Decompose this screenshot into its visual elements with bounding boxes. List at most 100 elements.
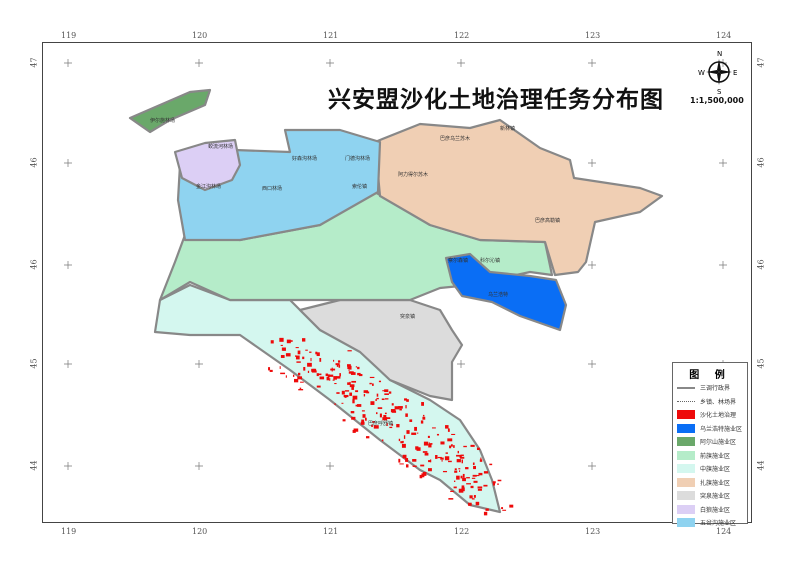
legend-label: 白狼施业区 [700, 506, 731, 514]
legend-label: 扎旗施业区 [700, 479, 731, 487]
desertification-patch [363, 390, 369, 393]
desertification-patch [472, 474, 477, 477]
desertification-patch [269, 369, 273, 372]
desertification-patch [412, 459, 417, 462]
desertification-patch [445, 452, 448, 454]
desertification-patch [310, 357, 312, 362]
desertification-patch [370, 401, 375, 405]
desertification-patch [489, 463, 493, 466]
region-bailang [173, 138, 242, 192]
place-label: 门德沟林场 [345, 155, 370, 162]
desertification-patch [361, 410, 365, 412]
desertification-patch [416, 447, 421, 451]
desertification-patch [405, 413, 408, 417]
desertification-patch [461, 485, 465, 489]
graticule-cross [326, 59, 334, 67]
place-label: 蛟流河林场 [208, 143, 233, 150]
desertification-patch [348, 369, 350, 371]
desertification-patch [431, 427, 436, 429]
desertification-patch [302, 356, 305, 360]
desertification-patch [384, 393, 389, 395]
desertification-patch [349, 381, 351, 385]
legend-swatch [677, 423, 695, 433]
desertification-patch [400, 441, 404, 444]
place-label: 巴彦乌兰苏木 [440, 135, 470, 142]
desertification-patch [375, 399, 377, 402]
desertification-patch [475, 501, 480, 506]
desertification-patch [497, 483, 499, 486]
desertification-patch [396, 424, 400, 428]
desertification-patch [473, 480, 478, 483]
desertification-patch [485, 508, 489, 511]
desertification-patch [376, 393, 379, 397]
desertification-patch [450, 444, 453, 447]
desertification-patch [447, 438, 453, 442]
desertification-patch [349, 365, 352, 370]
desertification-patch [422, 471, 427, 476]
graticule-cross [588, 59, 596, 67]
desertification-patch [427, 435, 430, 438]
desertification-patch [295, 347, 299, 349]
desertification-patch [382, 390, 388, 392]
desertification-patch [435, 455, 438, 459]
desertification-patch [344, 390, 350, 392]
desertification-patch [456, 475, 460, 480]
desertification-patch [334, 403, 336, 405]
desertification-patch [307, 370, 310, 373]
graticule-cross [195, 360, 203, 368]
legend-label: 沙化土地治理 [700, 412, 737, 420]
desertification-patch [336, 376, 341, 379]
place-label: 新林镇 [500, 125, 515, 132]
desertification-patch [427, 468, 432, 472]
desertification-patch [351, 416, 356, 420]
desertification-patch [403, 435, 406, 439]
compass-west: W [698, 69, 705, 77]
desertification-patch [349, 384, 355, 388]
place-label: 好森沟林场 [292, 155, 317, 162]
desertification-patch [444, 456, 450, 461]
desertification-patch [281, 347, 286, 351]
desertification-patch [441, 460, 443, 462]
desertification-patch [349, 392, 353, 396]
desertification-patch [477, 486, 483, 489]
desertification-patch [406, 399, 409, 402]
legend-label: 三调行政界 [700, 385, 731, 393]
desertification-patch [280, 372, 286, 375]
desertification-patch [405, 464, 409, 468]
desertification-patch [453, 486, 457, 489]
desertification-patch [398, 406, 403, 409]
place-label: 西口林场 [262, 185, 282, 192]
compass-north: N [717, 50, 722, 58]
desertification-patch [333, 359, 335, 362]
desertification-patch [483, 471, 489, 474]
desertification-patch [316, 373, 319, 377]
graticule-cross [457, 360, 465, 368]
place-label: 科尔沁镇 [480, 257, 500, 264]
desertification-patch [365, 436, 370, 439]
place-label: 乌兰浩特 [488, 291, 508, 298]
desertification-patch [373, 425, 379, 429]
legend-item: 前旗施业区 [677, 449, 747, 463]
lon-tick: 121 [323, 31, 339, 40]
desertification-patch [478, 472, 483, 476]
desertification-patch [461, 459, 463, 464]
desertification-patch [447, 428, 450, 432]
desertification-patch [378, 380, 382, 383]
legend-label: 阿尔山施业区 [700, 439, 737, 447]
desertification-patch [477, 488, 482, 491]
legend-swatch [677, 477, 695, 487]
desertification-patch [404, 398, 408, 401]
desertification-patch [406, 430, 410, 434]
desertification-patch [428, 442, 430, 446]
desertification-patch [270, 340, 274, 344]
desertification-patch [415, 446, 419, 450]
desertification-patch [422, 416, 426, 420]
desertification-patch [386, 422, 388, 426]
legend-item: 乡镇、林场界 [677, 395, 747, 409]
desertification-patch [384, 398, 389, 400]
desertification-patch [451, 433, 456, 435]
legend-swatch [677, 504, 695, 514]
graticule-cross [457, 59, 465, 67]
legend-label: 前旗施业区 [700, 452, 731, 460]
